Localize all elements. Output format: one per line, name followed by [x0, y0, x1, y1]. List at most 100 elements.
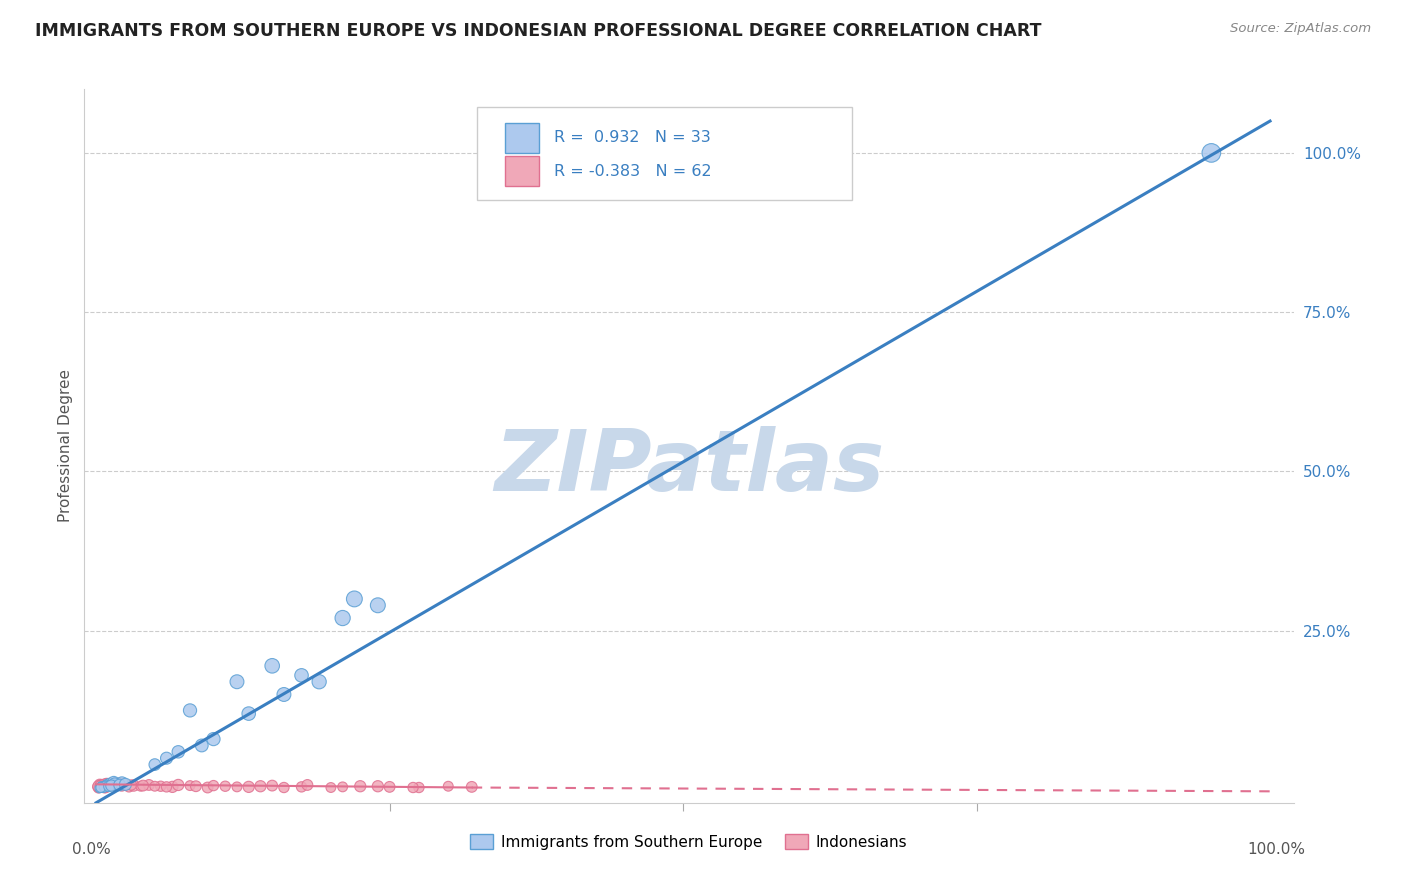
Point — [114, 777, 136, 791]
Point — [402, 780, 425, 795]
Point — [179, 703, 201, 717]
Point — [105, 777, 128, 791]
Point — [103, 777, 125, 791]
Point — [108, 777, 131, 791]
Point — [93, 780, 115, 794]
Point — [149, 779, 172, 793]
Point — [114, 778, 136, 792]
Point — [120, 778, 142, 792]
Point — [89, 780, 111, 794]
Point — [262, 658, 284, 673]
Point — [319, 780, 342, 795]
Point — [93, 779, 115, 793]
Point — [87, 781, 110, 796]
Point — [138, 778, 160, 792]
Point — [104, 777, 127, 791]
Point — [96, 777, 118, 791]
Bar — [505, 156, 538, 186]
Point — [90, 780, 112, 795]
Point — [91, 780, 114, 794]
Point — [343, 591, 366, 606]
Point — [202, 732, 225, 747]
Point — [1201, 145, 1223, 160]
Text: IMMIGRANTS FROM SOUTHERN EUROPE VS INDONESIAN PROFESSIONAL DEGREE CORRELATION CH: IMMIGRANTS FROM SOUTHERN EUROPE VS INDON… — [35, 22, 1042, 40]
Point — [378, 780, 401, 794]
Point — [100, 779, 122, 793]
Point — [122, 779, 145, 793]
Point — [273, 780, 295, 795]
Point — [91, 778, 114, 792]
Legend: Immigrants from Southern Europe, Indonesians: Immigrants from Southern Europe, Indones… — [464, 828, 914, 855]
Point — [91, 780, 114, 795]
Point — [226, 780, 249, 794]
Point — [98, 779, 121, 793]
Point — [155, 780, 177, 794]
Point — [108, 778, 131, 792]
Point — [91, 779, 114, 793]
Point — [118, 780, 141, 794]
Point — [98, 779, 121, 793]
Text: 0.0%: 0.0% — [72, 842, 111, 857]
Point — [367, 599, 389, 613]
Point — [86, 780, 108, 794]
Text: R = -0.383   N = 62: R = -0.383 N = 62 — [554, 164, 711, 178]
Point — [98, 778, 121, 792]
Point — [103, 775, 125, 789]
Point — [290, 668, 312, 682]
Point — [214, 779, 236, 793]
Point — [94, 781, 117, 796]
Point — [461, 780, 484, 794]
Point — [167, 745, 190, 759]
Point — [96, 780, 118, 794]
Point — [262, 779, 284, 793]
Point — [105, 779, 128, 793]
Point — [273, 688, 295, 702]
Text: R =  0.932   N = 33: R = 0.932 N = 33 — [554, 130, 710, 145]
Point — [184, 779, 207, 793]
Point — [93, 780, 115, 795]
Point — [179, 779, 201, 793]
Point — [290, 780, 312, 794]
Point — [96, 779, 118, 793]
Point — [226, 674, 249, 689]
Point — [97, 778, 120, 792]
Point — [408, 780, 430, 795]
Point — [94, 777, 117, 791]
Point — [238, 780, 260, 794]
Point — [143, 779, 166, 793]
Point — [132, 779, 155, 793]
Point — [93, 780, 115, 795]
Point — [238, 706, 260, 721]
Point — [90, 780, 112, 795]
Point — [190, 739, 212, 753]
Point — [162, 780, 184, 794]
Point — [249, 779, 271, 793]
Point — [202, 779, 225, 793]
Point — [129, 779, 152, 793]
Point — [97, 779, 120, 793]
Point — [332, 611, 354, 625]
Point — [98, 777, 121, 791]
Point — [437, 779, 460, 793]
FancyBboxPatch shape — [478, 107, 852, 200]
Point — [91, 778, 114, 792]
Text: 100.0%: 100.0% — [1247, 842, 1306, 857]
Point — [90, 779, 112, 793]
Point — [367, 779, 389, 793]
Point — [332, 780, 354, 794]
Point — [89, 777, 111, 791]
Point — [308, 674, 330, 689]
Text: Source: ZipAtlas.com: Source: ZipAtlas.com — [1230, 22, 1371, 36]
Y-axis label: Professional Degree: Professional Degree — [58, 369, 73, 523]
Text: ZIPatlas: ZIPatlas — [494, 425, 884, 509]
Bar — [505, 123, 538, 153]
Point — [143, 757, 166, 772]
Point — [297, 778, 319, 792]
Point — [167, 778, 190, 792]
Point — [97, 778, 120, 792]
Point — [89, 779, 111, 793]
Point — [349, 779, 371, 793]
Point — [90, 780, 112, 794]
Point — [87, 779, 110, 793]
Point — [91, 779, 114, 793]
